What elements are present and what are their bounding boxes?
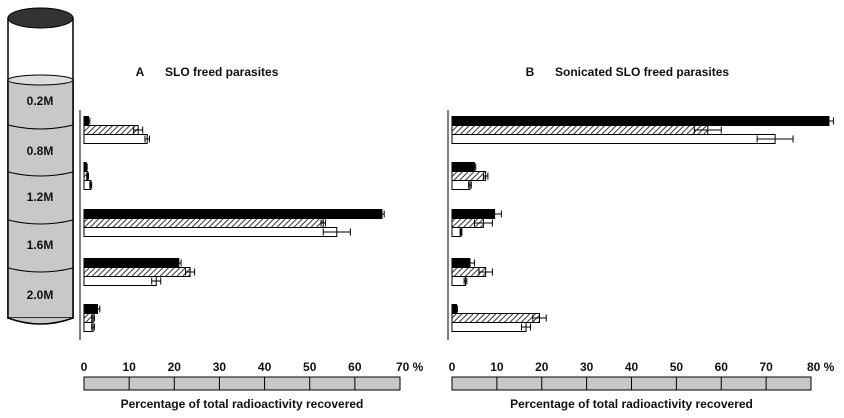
error-bar (455, 305, 458, 313)
bar (83, 227, 338, 237)
error-bar (84, 163, 88, 171)
error-bar (487, 210, 502, 218)
bar (451, 171, 487, 181)
error-bar (472, 163, 477, 171)
error-bar (693, 126, 722, 134)
error-bar (478, 268, 493, 276)
bar (451, 313, 541, 323)
x-tick-label: 60 (715, 360, 729, 374)
bar (83, 218, 324, 228)
x-tick-label: 30 (580, 360, 594, 374)
tube-label: 1.2M (27, 190, 54, 204)
tube: 0.2M 0.8M 1.2M 1.6M 2.0M (7, 7, 74, 325)
error-bar (823, 117, 834, 125)
chart-title: Sonicated SLO freed parasites (555, 65, 729, 79)
x-tick-label: 0 (81, 360, 88, 374)
x-axis-label: Percentage of total radioactivity recove… (510, 397, 753, 411)
error-bar (532, 314, 547, 322)
bar (451, 116, 830, 126)
x-axis-label: Percentage of total radioactivity recove… (121, 397, 364, 411)
error-bar (91, 314, 95, 322)
x-tick-label: 60 (348, 360, 362, 374)
bar (83, 258, 180, 268)
chart-title: SLO freed parasites (165, 65, 279, 79)
tube-label: 0.8M (27, 144, 54, 158)
error-bar (468, 181, 472, 189)
tube-label: 0.2M (27, 94, 54, 108)
error-bar (379, 210, 385, 218)
x-tick-label: 70 (759, 360, 773, 374)
error-bar (89, 181, 93, 189)
error-bar (464, 259, 475, 267)
error-bar (320, 219, 327, 227)
x-tick-label: 80 % (807, 360, 835, 374)
error-bar (94, 305, 101, 313)
error-bar (459, 228, 463, 236)
x-tick-label: 20 (535, 360, 549, 374)
error-bar (91, 323, 95, 331)
error-bar (176, 259, 182, 267)
x-tick-label: 50 (303, 360, 317, 374)
x-tick-label: 50 (670, 360, 684, 374)
bar (451, 125, 709, 135)
x-tick-label: 40 (258, 360, 272, 374)
bar (451, 180, 471, 190)
x-tick-label: 70 % (396, 360, 424, 374)
bar (451, 162, 475, 172)
bar (451, 276, 466, 286)
error-bar (144, 135, 150, 143)
tube-label: 1.6M (27, 238, 54, 252)
bar (83, 134, 148, 144)
panel-label: A (136, 65, 145, 79)
error-bar (482, 172, 489, 180)
error-bar (521, 323, 532, 331)
x-tick-label: 0 (449, 360, 456, 374)
bar (83, 267, 191, 277)
x-tick-label: 10 (490, 360, 504, 374)
error-bar (463, 277, 468, 285)
x-tick-label: 40 (625, 360, 639, 374)
bar (451, 134, 776, 144)
error-bar (86, 117, 91, 125)
scale-strip (83, 376, 401, 391)
bar (83, 276, 157, 286)
error-bar (756, 135, 794, 143)
error-bar (151, 277, 162, 285)
panel-label: B (526, 65, 535, 79)
tube-label: 2.0M (27, 288, 54, 302)
x-tick-label: 30 (213, 360, 227, 374)
bar (83, 125, 139, 135)
bar (451, 322, 527, 332)
error-bar (133, 126, 144, 134)
bar (83, 209, 383, 219)
error-bar (86, 172, 90, 180)
x-tick-label: 20 (168, 360, 182, 374)
x-tick-label: 10 (122, 360, 136, 374)
error-bar (473, 219, 493, 227)
error-bar (322, 228, 351, 236)
error-bar (185, 268, 196, 276)
